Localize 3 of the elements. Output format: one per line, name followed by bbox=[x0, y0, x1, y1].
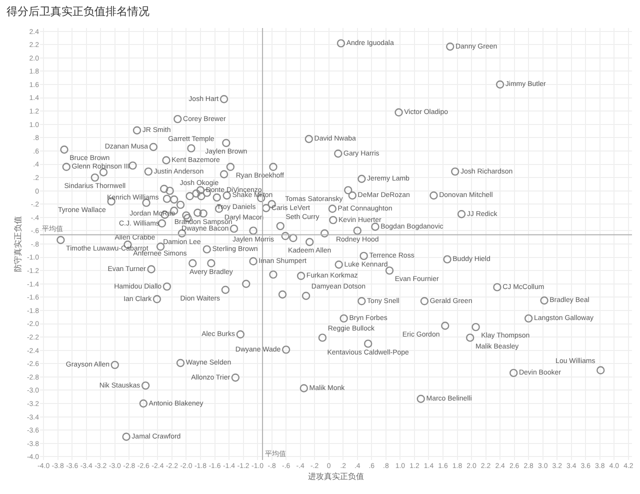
y-axis-title: 防守真实正负值 bbox=[14, 216, 23, 272]
chart-title: 得分后卫真实正负值排名情况 bbox=[6, 5, 150, 18]
x-axis-title: 进攻真实正负值 bbox=[308, 472, 364, 482]
